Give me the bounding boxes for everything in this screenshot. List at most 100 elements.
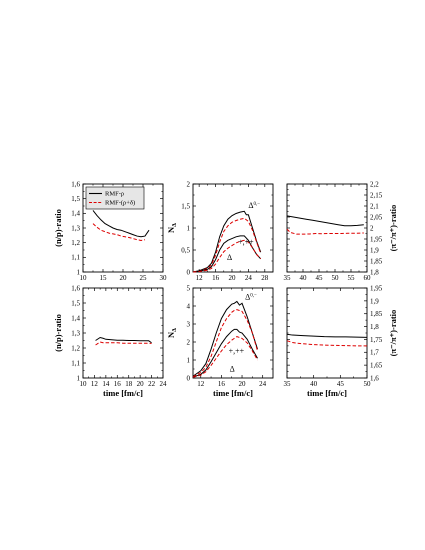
y-tick-label: 0 [187, 268, 191, 276]
series-line-2 [92, 223, 146, 241]
x-tick-label: 25 [140, 274, 148, 282]
x-tick-label: 24 [259, 380, 267, 388]
x-tick-label: 16 [212, 274, 220, 282]
y-tick-label: 1,75 [370, 336, 383, 344]
legend-box [85, 186, 145, 210]
series-line-3 [192, 235, 262, 273]
panel-top-right: 35 40 45 50 55 601,8 1,85 1,9 1,95 2 2,05 2,1 2,15 2,… [284, 180, 399, 282]
y-axis-label-subscript: Δ [172, 223, 178, 227]
x-tick-label: 45 [337, 380, 345, 388]
annotation-superscript-plus: +,++ [229, 347, 245, 356]
x-tick-label: 20 [120, 274, 128, 282]
x-tick-label: 24 [160, 380, 168, 388]
y-tick-label: 1,85 [370, 257, 383, 265]
y-axis-label: (n/p)-ratio [53, 314, 63, 352]
y-tick-label: 1,85 [370, 310, 383, 318]
y-axis-label: (n/p)-ratio [53, 209, 63, 247]
y-tick-label: 1,6 [71, 180, 80, 188]
x-tick-label: 20 [239, 380, 247, 388]
y-tick-label: 1,4 [71, 210, 80, 218]
series-line-2 [192, 309, 259, 378]
series-line-3 [192, 328, 258, 378]
y-tick-label: 3 [187, 320, 191, 328]
series-line-2 [286, 340, 367, 347]
panel-top-left: 10 15 20 25 30 1 1,1 1,2 1,3 1,4 1,5 1,6 (n/p)-ratio… [53, 180, 167, 282]
x-tick-label: 14 [102, 380, 110, 388]
x-tick-label: 18 [125, 380, 133, 388]
y-tick-label: 2,05 [370, 213, 383, 221]
x-tick-label: 15 [100, 274, 108, 282]
plot-frame [286, 183, 368, 273]
x-tick-label: 55 [348, 274, 356, 282]
annotation-superscript-plus: +,++ [238, 238, 254, 247]
series-line-4 [192, 239, 262, 273]
y-tick-label: 1,5 [71, 195, 80, 203]
annotation-superscript: 0,− [250, 294, 257, 299]
y-tick-label: 1,1 [71, 359, 80, 367]
y-tick-label: 1,6 [71, 284, 80, 292]
x-tick-label: 10 [80, 274, 88, 282]
legend-entry: RMF-(ρ+δ) [105, 200, 135, 207]
y-tick-label: 1,95 [370, 284, 383, 292]
x-tick-label: 60 [364, 274, 372, 282]
plot-frame [286, 287, 368, 379]
y-axis-label: NΔ [166, 223, 178, 233]
y-tick-label: 1 [77, 374, 81, 382]
y-tick-label: 0,5 [181, 246, 190, 254]
y-tick-label: 1,2 [71, 344, 80, 352]
x-axis-label: time [fm/c] [307, 388, 347, 398]
y-tick-label: 1,8 [370, 323, 379, 331]
x-tick-label: 12 [91, 380, 99, 388]
panel-bottom-left: 10 12 14 16 18 20 22 24 1 1,1 1,2 1,3 1,4 1,5 1,6 time … [53, 284, 167, 398]
x-axis-label: time [fm/c] [213, 388, 253, 398]
annotation-superscript: 0,− [254, 202, 261, 207]
y-tick-label: 1,3 [71, 224, 80, 232]
y-tick-label: 1,4 [71, 314, 80, 322]
x-tick-label: 30 [160, 274, 168, 282]
y-tick-label: 1,9 [370, 297, 379, 305]
plot-frame [192, 183, 274, 273]
y-tick-label: 2 [187, 180, 191, 188]
y-tick-label: 1,8 [370, 268, 379, 276]
x-tick-label: 16 [114, 380, 122, 388]
x-tick-label: 50 [364, 380, 372, 388]
y-tick-label: 1 [187, 356, 191, 364]
y-tick-label: 1,7 [370, 349, 379, 357]
series-line-1 [286, 215, 364, 227]
x-tick-label: 22 [148, 380, 156, 388]
y-tick-label: 1,5 [71, 299, 80, 307]
x-tick-label: 10 [80, 380, 88, 388]
annotation-delta-plus: Δ [227, 253, 232, 262]
annotation-delta-plus: Δ [230, 365, 235, 374]
y-tick-label: 1,9 [370, 246, 379, 254]
y-tick-label: 1,3 [71, 329, 80, 337]
annotation-delta-0-minus: Δ0,− [245, 293, 257, 302]
y-tick-label: 1 [77, 268, 81, 276]
y-tick-label: 1,5 [181, 202, 190, 210]
y-tick-label: 5 [187, 284, 191, 292]
x-tick-label: 12 [197, 380, 205, 388]
y-axis-label: (π⁻/π⁺)-ratio [388, 205, 398, 252]
y-tick-label: 2,2 [370, 180, 379, 188]
x-tick-label: 24 [245, 274, 253, 282]
panel-bottom-right: 35 40 45 501,6 1,65 1,7 1,75 1,8 1,85 1,9 1,95 time… [284, 284, 399, 398]
y-axis-label: (π⁻/π⁺)-ratio [388, 310, 398, 357]
x-tick-label: 12 [196, 274, 204, 282]
y-tick-label: 2 [370, 224, 374, 232]
legend-entry: RMF-ρ [105, 191, 124, 198]
x-axis-label: time [fm/c] [103, 388, 143, 398]
series-line-2 [95, 341, 152, 346]
y-tick-label: 0 [187, 374, 191, 382]
y-tick-label: 2,1 [370, 202, 379, 210]
y-axis-label: NΔ [166, 328, 178, 338]
series-line-1 [92, 210, 150, 238]
y-axis-label-subscript: Δ [172, 328, 178, 332]
y-tick-label: 1,2 [71, 239, 80, 247]
plot-frame [82, 287, 164, 379]
annotation-delta-0-minus: Δ0,− [248, 201, 260, 210]
y-tick-label: 1,6 [370, 374, 379, 382]
x-tick-label: 35 [284, 274, 292, 282]
